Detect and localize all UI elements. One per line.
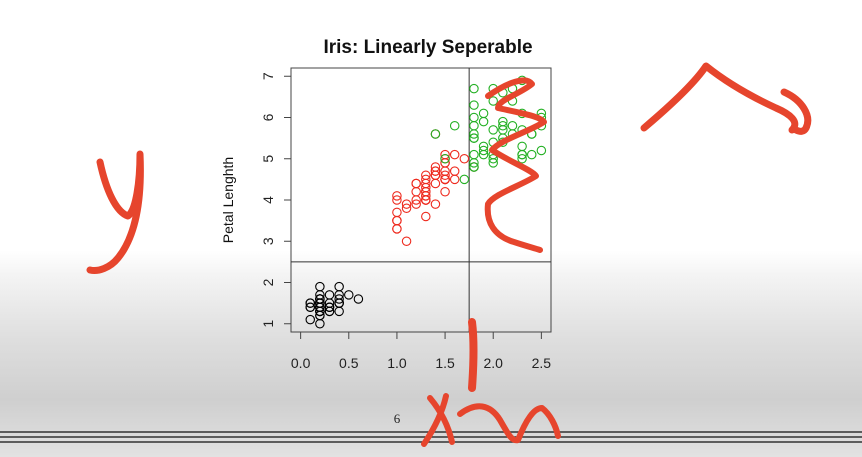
x-tick-label: 0.5	[339, 355, 359, 371]
x-tick-label: 1.5	[435, 355, 455, 371]
data-point	[421, 187, 431, 197]
data-point	[392, 191, 402, 201]
y-tick-label: 2	[260, 278, 276, 286]
data-point	[478, 145, 489, 156]
data-point	[449, 121, 460, 131]
data-point	[478, 108, 489, 119]
y-tick-label: 4	[260, 196, 276, 204]
data-point	[488, 158, 498, 168]
x-tick-label: 0.0	[291, 355, 311, 371]
data-point	[315, 281, 325, 292]
wave-scribble	[484, 77, 547, 253]
data-point	[498, 121, 508, 131]
data-point	[478, 116, 489, 127]
data-point	[401, 199, 412, 209]
data-point	[315, 302, 325, 312]
data-point	[469, 133, 479, 143]
data-point	[449, 166, 460, 176]
data-point	[324, 302, 335, 312]
data-point	[305, 314, 316, 325]
data-point	[459, 174, 470, 185]
chevron-scribble	[640, 62, 812, 135]
x-axis: 0.0 0.5 1.0 1.5 2.0 2.5	[291, 332, 551, 371]
plot-frame	[290, 67, 552, 333]
x-tick-label: 2.0	[483, 355, 503, 371]
data-point	[430, 129, 441, 139]
data-point	[334, 298, 344, 308]
data-point	[488, 154, 498, 164]
data-point	[449, 174, 460, 185]
data-point	[440, 149, 450, 160]
page-number: 6	[394, 411, 401, 426]
data-point	[315, 318, 325, 329]
data-point	[392, 207, 402, 218]
data-point	[440, 170, 450, 181]
data-point	[401, 203, 412, 214]
y-tick-label: 7	[260, 72, 276, 80]
data-point	[449, 149, 460, 160]
data-point	[392, 215, 402, 226]
data-point	[488, 96, 498, 106]
data-point	[334, 294, 344, 304]
data-point	[517, 154, 527, 164]
data-point	[324, 290, 335, 300]
data-point	[498, 125, 508, 135]
y-tick-label: 1	[260, 320, 276, 328]
chart-title: Iris: Linearly Seperable	[323, 37, 532, 58]
x-tick-label: 2.5	[532, 355, 552, 371]
data-point	[478, 141, 489, 152]
data-point	[469, 149, 479, 160]
data-point	[430, 170, 441, 181]
y-axis: 1 2 3 4 5 6 7	[260, 72, 291, 328]
y-axis-label: Petal Lenghth	[220, 157, 236, 243]
y-tick-label: 6	[260, 113, 276, 121]
data-point	[305, 302, 316, 312]
data-point	[517, 141, 527, 152]
data-point	[344, 290, 354, 300]
data-point	[315, 298, 325, 308]
y-scribble	[86, 150, 144, 274]
data-point	[334, 281, 344, 292]
x-tick-label: 1.0	[387, 355, 407, 371]
data-point	[411, 187, 421, 197]
data-point	[469, 162, 479, 172]
data-point	[469, 121, 479, 131]
data-point	[421, 191, 431, 201]
data-point	[440, 187, 450, 197]
y-tick-label: 3	[260, 237, 276, 245]
data-point	[469, 158, 479, 168]
data-point	[411, 199, 421, 209]
data-point	[469, 83, 479, 94]
data-point	[411, 178, 421, 189]
data-point	[440, 154, 450, 164]
data-point	[517, 149, 527, 160]
data-point	[488, 125, 498, 135]
data-point	[334, 306, 344, 317]
data-point	[392, 195, 402, 205]
data-point	[536, 145, 547, 156]
data-point	[392, 224, 402, 234]
data-point	[353, 294, 364, 304]
data-point	[469, 100, 479, 110]
scatter-points	[305, 75, 547, 329]
data-point	[324, 306, 335, 317]
data-point	[526, 149, 537, 160]
data-point	[421, 211, 431, 222]
data-point	[430, 166, 441, 176]
y-tick-label: 5	[260, 155, 276, 163]
data-point	[430, 199, 441, 209]
data-point	[430, 178, 441, 189]
data-point	[401, 236, 412, 247]
data-point	[507, 121, 518, 131]
ink-annotations	[86, 62, 812, 447]
data-point	[459, 154, 470, 164]
data-point	[469, 112, 479, 123]
x-marker-stroke	[468, 318, 478, 392]
data-point	[305, 298, 316, 308]
x-scribble	[421, 393, 561, 447]
